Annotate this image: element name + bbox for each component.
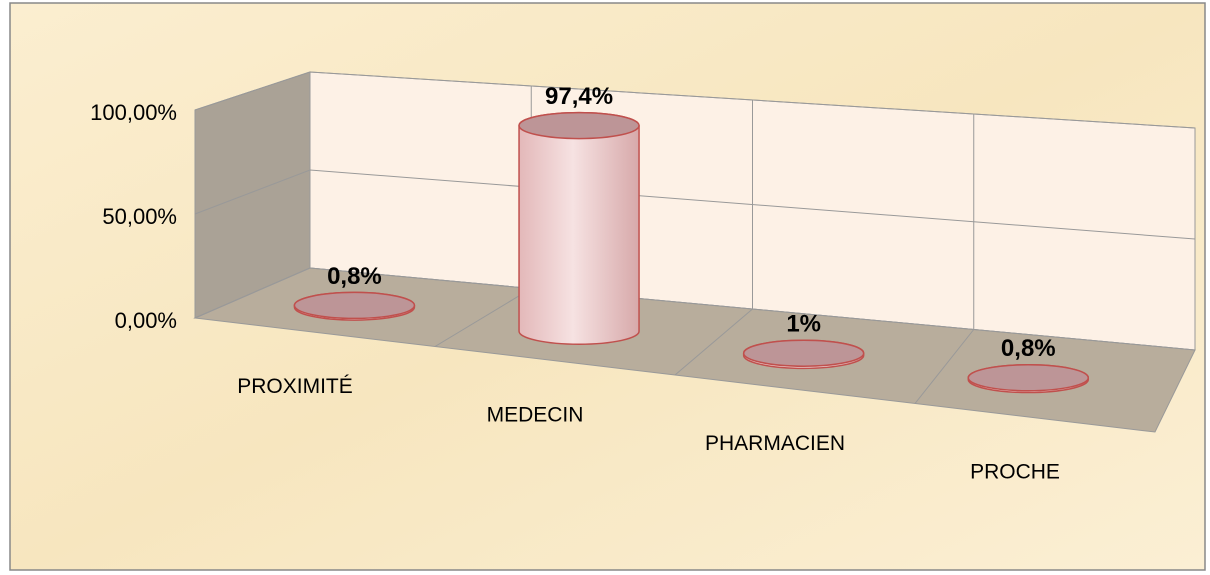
y-tick-label: 50,00% — [102, 204, 177, 229]
value-label: 0,8% — [1001, 335, 1056, 362]
divider — [674, 308, 753, 376]
grid-line — [194, 71, 1196, 129]
grid-line — [194, 267, 1196, 351]
cylinder — [518, 111, 640, 345]
x-tick-label: MEDECIN — [487, 403, 584, 426]
x-tick-label: PROCHE — [970, 460, 1060, 483]
plot-area: 0,00% 50,00% 100,00% 0,8% PROXIMITÉ 97,4% MEDE… — [90, 71, 1196, 483]
value-label: 0,8% — [327, 263, 382, 290]
divider — [434, 288, 532, 347]
grid-line — [194, 169, 1196, 240]
y-tick-label: 100,00% — [90, 100, 177, 125]
cylinder-top — [742, 339, 865, 367]
value-label: 97,4% — [545, 83, 613, 110]
cylinder-top — [967, 364, 1090, 392]
divider — [914, 329, 975, 404]
x-tick-label: PHARMACIEN — [705, 432, 845, 455]
y-tick-label: 0,00% — [115, 308, 177, 333]
value-label: 1% — [786, 311, 821, 338]
cylinder-top — [293, 291, 416, 320]
x-tick-label: PROXIMITÉ — [237, 375, 353, 398]
cylinder-top — [518, 111, 640, 140]
